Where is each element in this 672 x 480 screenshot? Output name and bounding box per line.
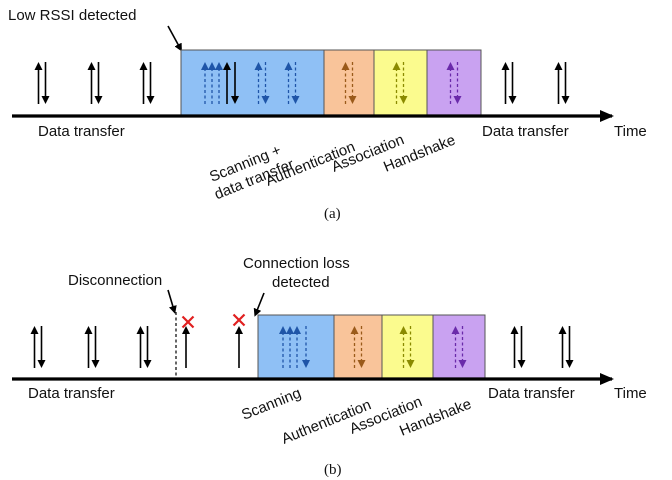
phase-label-scanning-b: Scanning [239, 385, 303, 424]
connection-loss-pointer [253, 292, 265, 317]
data-left-a-2-down-arrow [146, 62, 155, 104]
caption-a: (a) [324, 206, 341, 222]
phase-box-scanning-b [257, 314, 335, 379]
data-left-a-1-up-arrow [87, 62, 96, 104]
data-left-a-0-up-arrow [34, 62, 43, 104]
assoc-b-up-arrow [399, 326, 408, 368]
scan-up-arrow-b [279, 326, 287, 368]
data-right-b-0-up-arrow [510, 326, 519, 368]
hand-a-down-arrow [453, 62, 462, 104]
data-left-b-1-down-arrow [91, 326, 100, 368]
diagram-b-arrows [30, 326, 574, 368]
scan-a-up-arrow [284, 62, 293, 104]
scan-a-down-arrow [291, 62, 300, 104]
data-transfer-left-a: Data transfer [38, 123, 125, 140]
data-transfer-right-b: Data transfer [488, 385, 575, 402]
phase-box-association-b [381, 314, 434, 379]
scan-up-arrow-b [293, 326, 301, 368]
scan-up-arrow-a [201, 62, 209, 104]
data-left-a-2-up-arrow [139, 62, 148, 104]
hand-a-up-arrow [446, 62, 455, 104]
data-right-b-0-down-arrow [517, 326, 526, 368]
time-label-a: Time [614, 123, 647, 140]
scan-up-arrow-a [215, 62, 223, 104]
scan-up-arrow-a [208, 62, 216, 104]
data-up-arrow-a [223, 62, 231, 104]
assoc-a-down-arrow [399, 62, 408, 104]
connection-loss-label-line1: Connection loss [243, 255, 350, 272]
auth-a-down-arrow [348, 62, 357, 104]
assoc-a-up-arrow [392, 62, 401, 104]
disconnection-label: Disconnection [68, 272, 162, 289]
phase-box-handshake-b [432, 314, 486, 379]
data-right-a-0-up-arrow [501, 62, 510, 104]
time-label-b: Time [614, 385, 647, 402]
data-left-a-1-down-arrow [94, 62, 103, 104]
fail-x-icon [181, 315, 195, 329]
scan-up-arrow-b [286, 326, 294, 368]
caption-b: (b) [324, 462, 342, 478]
scan-a-up-arrow [254, 62, 263, 104]
failed-up-arrow-b [235, 326, 243, 368]
low-rssi-label: Low RSSI detected [8, 7, 136, 24]
auth-a-up-arrow [341, 62, 350, 104]
phase-box-authentication-b [333, 314, 383, 379]
phase-box-handshake [426, 49, 482, 116]
hand-b-down-arrow [458, 326, 467, 368]
diagram-a-arrows [34, 62, 570, 104]
auth-b-up-arrow [350, 326, 359, 368]
data-right-a-0-down-arrow [508, 62, 517, 104]
data-left-b-2-down-arrow [143, 326, 152, 368]
data-right-a-1-down-arrow [561, 62, 570, 104]
scan-a-down-arrow [261, 62, 270, 104]
assoc-b-down-arrow [406, 326, 415, 368]
data-down-arrow-a [231, 62, 239, 104]
data-left-a-0-down-arrow [41, 62, 50, 104]
connection-loss-label-line2: detected [272, 274, 330, 291]
data-transfer-right-a: Data transfer [482, 123, 569, 140]
data-left-b-0-down-arrow [37, 326, 46, 368]
data-right-a-1-up-arrow [554, 62, 563, 104]
low-rssi-pointer [167, 25, 182, 52]
fail-x-icon [232, 313, 246, 327]
failed-transmissions [181, 313, 246, 329]
disconnection-pointer [167, 289, 177, 314]
diagram-b: Disconnection Connection loss detected T… [12, 255, 647, 478]
phase-box-association [373, 49, 428, 116]
diagram-a: Low RSSI detected Time Data transfer Dat… [8, 7, 647, 222]
auth-b-down-arrow [357, 326, 366, 368]
hand-b-up-arrow [451, 326, 460, 368]
phase-box-authentication [323, 49, 375, 116]
data-right-b-1-up-arrow [558, 326, 567, 368]
scan-down-arrow-b [302, 326, 310, 368]
data-left-b-1-up-arrow [84, 326, 93, 368]
failed-up-arrow-b [182, 326, 190, 368]
data-left-b-0-up-arrow [30, 326, 39, 368]
phase-box-scanning [180, 49, 325, 116]
data-transfer-left-b: Data transfer [28, 385, 115, 402]
data-left-b-2-up-arrow [136, 326, 145, 368]
data-right-b-1-down-arrow [565, 326, 574, 368]
